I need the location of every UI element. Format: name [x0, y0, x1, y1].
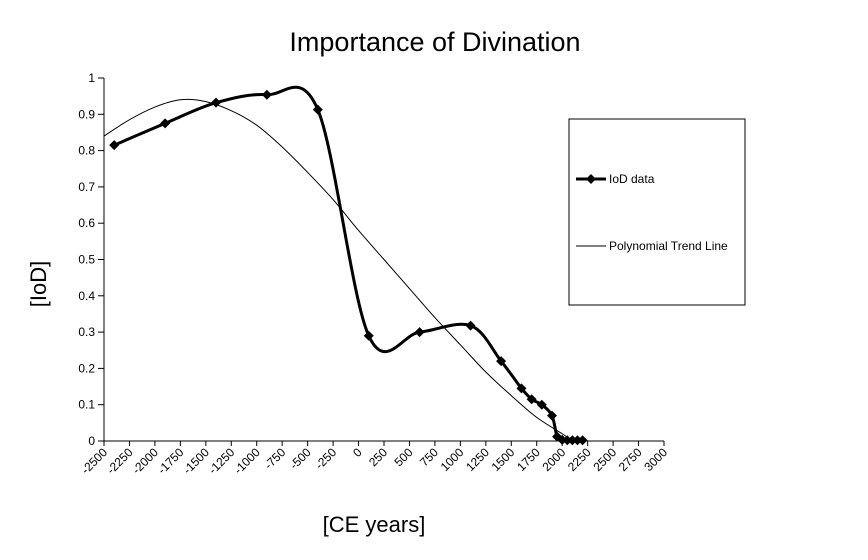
- data-point-marker: [562, 435, 573, 446]
- x-tick-labels: -2500-2250-2000-1750-1500-1250-1000-750-…: [79, 445, 671, 477]
- data-point-marker: [496, 356, 507, 367]
- data-point-marker: [536, 399, 547, 410]
- x-tick-label: -1250: [206, 445, 238, 477]
- x-tick-label: -2500: [79, 445, 111, 477]
- x-tick-label: 2000: [540, 445, 569, 474]
- x-tick-label: -1750: [155, 445, 187, 477]
- y-tick-labels: 0 0.1 0.2 0.3 0.4 0.5 0.6 0.7 0.8 0.9 1: [78, 71, 95, 448]
- y-tick-label: 0.9: [78, 107, 95, 121]
- x-tick-label: -750: [261, 445, 288, 472]
- x-tick-label: 750: [417, 445, 441, 469]
- data-point-marker: [567, 435, 578, 446]
- data-point-marker: [109, 140, 120, 151]
- y-tick-label: 0.4: [78, 289, 95, 303]
- legend-marker-iod-data: [586, 174, 596, 184]
- y-axis-title: [IoD]: [26, 261, 51, 307]
- data-point-marker: [577, 435, 588, 446]
- data-point-marker: [516, 383, 527, 394]
- legend-label-iod-data: IoD data: [609, 172, 655, 186]
- y-tick-label: 0.2: [78, 361, 95, 375]
- x-tick-label: 1250: [463, 445, 492, 474]
- data-point-marker: [465, 320, 476, 331]
- y-tick-label: 0.8: [78, 144, 95, 158]
- x-tick-label: 2500: [590, 445, 619, 474]
- x-tick-label: -1500: [180, 445, 212, 477]
- data-point-marker: [526, 394, 537, 405]
- data-point-marker: [160, 118, 171, 129]
- x-tick-label: 1500: [489, 445, 518, 474]
- series-layer: [103, 85, 588, 446]
- x-tick-label: 1750: [514, 445, 543, 474]
- y-tick-label: 0: [88, 434, 95, 448]
- legend-label-trend-line: Polynomial Trend Line: [609, 239, 728, 253]
- data-point-marker: [547, 410, 557, 421]
- x-tick-label: -2000: [129, 445, 161, 477]
- x-tick-label: -1000: [231, 445, 263, 477]
- x-tick-label: 250: [366, 445, 390, 469]
- y-tick-label: 0.6: [78, 216, 95, 230]
- legend-box: [568, 118, 746, 306]
- data-point-marker: [363, 330, 374, 341]
- data-point-marker: [414, 327, 425, 338]
- x-tick-label: 500: [392, 445, 416, 469]
- series-line-polynomial-trend: [103, 98, 573, 442]
- legend: IoD data Polynomial Trend Line: [568, 118, 746, 306]
- x-tick-label: 2750: [616, 445, 645, 474]
- x-tick-label: 0: [350, 445, 365, 460]
- y-tick-label: 0.1: [78, 398, 95, 412]
- data-point-marker: [211, 97, 221, 108]
- y-tick-label: 0.7: [78, 180, 95, 194]
- x-tick-label: 3000: [641, 445, 670, 474]
- data-point-marker: [572, 435, 583, 446]
- data-point-marker: [312, 104, 323, 115]
- x-tick-label: -250: [312, 445, 339, 472]
- series-line-iod-data: [113, 85, 583, 442]
- y-tick-label: 1: [88, 71, 95, 85]
- y-tick-label: 0.5: [78, 253, 95, 267]
- x-tick-label: -2250: [104, 445, 136, 477]
- x-tick-label: 1000: [438, 445, 467, 474]
- data-point-marker: [261, 89, 272, 100]
- x-axis-title: [CE years]: [323, 512, 426, 537]
- x-tick-label: 2250: [565, 445, 594, 474]
- x-tick-label: -500: [287, 445, 314, 472]
- chart-title: Importance of Divination: [289, 27, 580, 57]
- y-tick-label: 0.3: [78, 325, 95, 339]
